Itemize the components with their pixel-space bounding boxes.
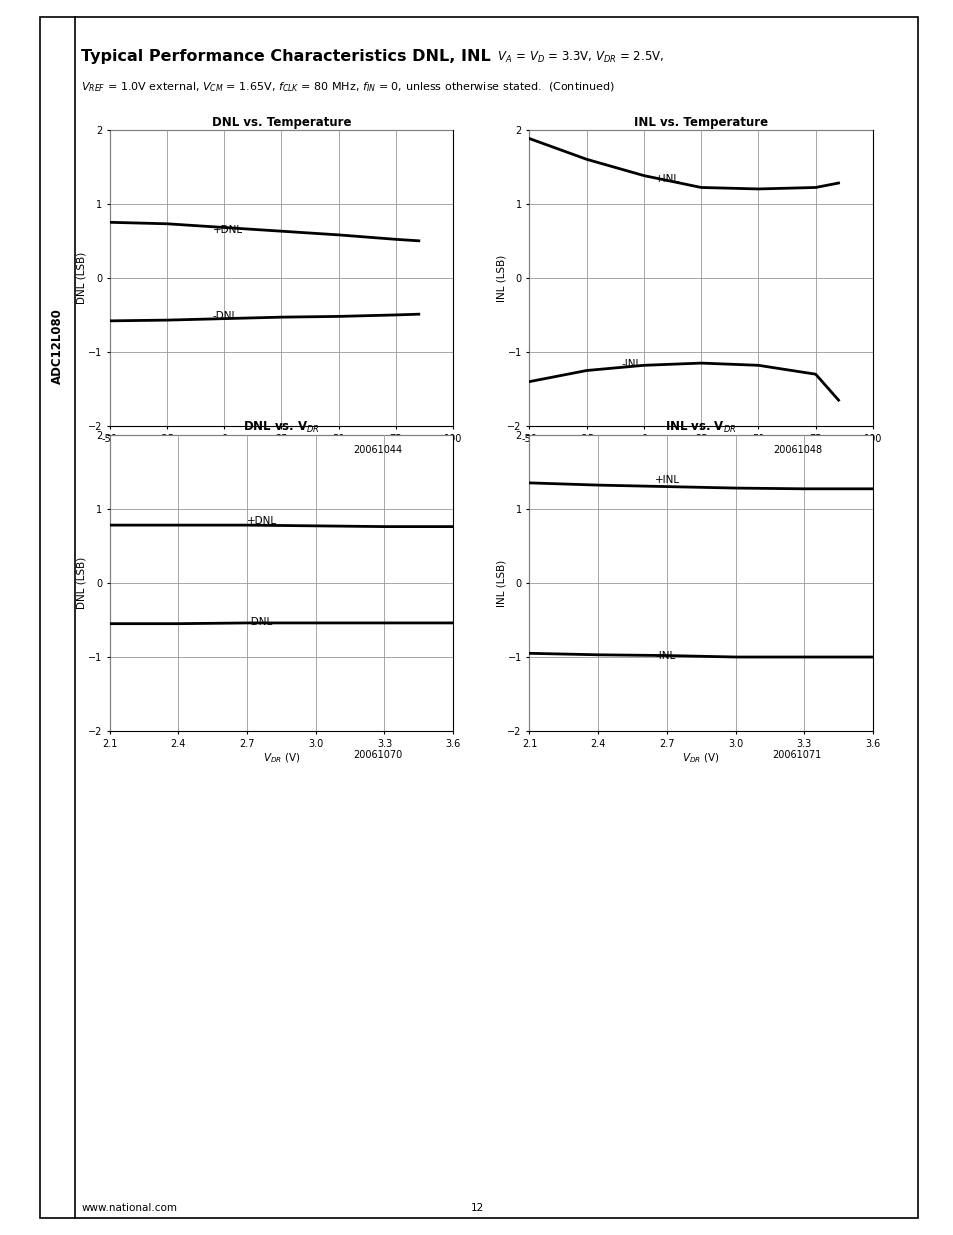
Y-axis label: INL (LSB): INL (LSB): [496, 559, 505, 606]
X-axis label: TEMP (°C): TEMP (°C): [255, 447, 307, 457]
X-axis label: TEMP (°C): TEMP (°C): [675, 447, 726, 457]
Text: 20061044: 20061044: [353, 446, 402, 456]
Text: -DNL: -DNL: [247, 618, 272, 627]
Y-axis label: DNL (LSB): DNL (LSB): [76, 252, 86, 304]
X-axis label: $V_{DR}$ (V): $V_{DR}$ (V): [681, 752, 720, 766]
Text: $V_A$ = $V_D$ = 3.3V, $V_{DR}$ = 2.5V,: $V_A$ = $V_D$ = 3.3V, $V_{DR}$ = 2.5V,: [494, 49, 663, 64]
Text: -INL: -INL: [620, 359, 640, 369]
Title: DNL vs. Temperature: DNL vs. Temperature: [212, 116, 351, 128]
Title: INL vs. Temperature: INL vs. Temperature: [634, 116, 767, 128]
Y-axis label: INL (LSB): INL (LSB): [496, 254, 505, 301]
Y-axis label: DNL (LSB): DNL (LSB): [76, 557, 86, 609]
Text: 12: 12: [470, 1203, 483, 1213]
Text: +INL: +INL: [655, 475, 679, 485]
Text: www.national.com: www.national.com: [81, 1203, 177, 1213]
X-axis label: $V_{DR}$ (V): $V_{DR}$ (V): [262, 752, 300, 766]
Title: INL vs. V$_{DR}$: INL vs. V$_{DR}$: [665, 420, 736, 435]
Text: ADC12L080: ADC12L080: [51, 308, 64, 384]
Text: -INL: -INL: [655, 651, 675, 661]
Text: +DNL: +DNL: [213, 226, 243, 236]
Text: +INL: +INL: [655, 174, 679, 184]
Title: DNL vs. V$_{DR}$: DNL vs. V$_{DR}$: [243, 420, 319, 435]
Text: 20061071: 20061071: [772, 751, 821, 761]
Text: 20061070: 20061070: [353, 751, 402, 761]
Text: $V_{REF}$ = 1.0V external, $V_{CM}$ = 1.65V, $f_{CLK}$ = 80 MHz, $f_{IN}$ = 0, u: $V_{REF}$ = 1.0V external, $V_{CM}$ = 1.…: [81, 80, 615, 94]
Text: +DNL: +DNL: [247, 516, 277, 526]
Text: 20061048: 20061048: [772, 446, 821, 456]
Text: -DNL: -DNL: [213, 311, 237, 321]
Text: Typical Performance Characteristics DNL, INL: Typical Performance Characteristics DNL,…: [81, 49, 491, 64]
